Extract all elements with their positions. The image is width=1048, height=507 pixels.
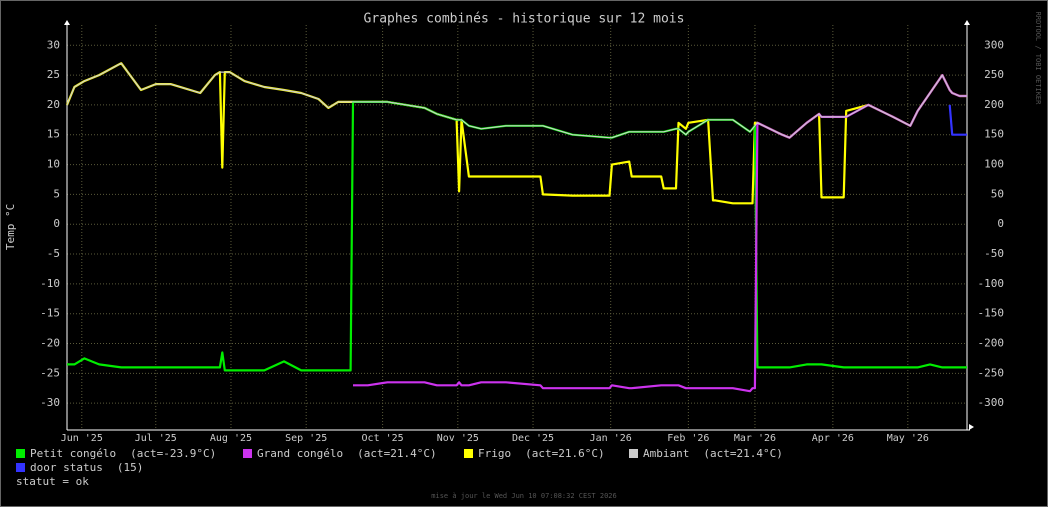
- legend-label: Petit congélo: [30, 447, 116, 460]
- y-tick-label: 30: [47, 38, 60, 51]
- series-line: [948, 104, 967, 136]
- status: statut = ok: [16, 475, 89, 488]
- y2-tick-label: 50: [991, 187, 1004, 200]
- x-tick-label: Jan '26: [590, 433, 632, 444]
- side-label: RRDTOOL / TOBI OETIKER: [1034, 12, 1042, 106]
- legend-label: door status: [30, 461, 103, 474]
- y2-tick-label: -200: [978, 337, 1005, 350]
- y-tick-label: 20: [47, 98, 60, 111]
- y-tick-label: -15: [40, 307, 60, 320]
- footer: mise à jour le Wed Jun 10 07:08:32 CEST …: [431, 492, 616, 500]
- series-line: [65, 62, 967, 205]
- x-tick-label: Sep '25: [285, 433, 327, 444]
- legend-label: Ambiant: [643, 447, 689, 460]
- y-tick-label: 0: [53, 217, 60, 230]
- axis-arrow: [969, 424, 974, 430]
- x-tick-label: Dec '25: [512, 433, 554, 444]
- legend-note: (act=21.6°C): [525, 447, 604, 460]
- legend-note: (act=21.4°C): [357, 447, 436, 460]
- chart-title: Graphes combinés - historique sur 12 moi…: [364, 12, 685, 27]
- y-tick-label: -30: [40, 396, 60, 409]
- y2-tick-label: -300: [978, 396, 1005, 409]
- x-tick-label: Apr '26: [812, 433, 854, 444]
- legend-swatch: [16, 449, 25, 458]
- series-line: [66, 62, 967, 139]
- y-tick-label: -25: [40, 366, 60, 379]
- legend-note: (act=-23.9°C): [130, 447, 216, 460]
- x-tick-label: Feb '26: [667, 433, 709, 444]
- axis-arrow: [64, 20, 70, 25]
- y2-tick-label: 0: [997, 217, 1004, 230]
- y2-tick-label: 300: [984, 38, 1004, 51]
- legend-swatch: [464, 449, 473, 458]
- y2-tick-label: 150: [984, 128, 1004, 141]
- legend-swatch: [243, 449, 252, 458]
- x-tick-label: Nov '25: [437, 433, 479, 444]
- legend-note: (act=21.4°C): [703, 447, 782, 460]
- y-axis-label: Temp °C: [4, 204, 17, 250]
- x-tick-label: Oct '25: [362, 433, 404, 444]
- y2-tick-label: -50: [984, 247, 1004, 260]
- axis-arrow: [964, 20, 970, 25]
- legend-swatch: [16, 463, 25, 472]
- y-tick-label: 15: [47, 128, 60, 141]
- y-tick-label: -5: [47, 247, 60, 260]
- y-tick-label: 10: [47, 158, 60, 171]
- legend-swatch: [629, 449, 638, 458]
- y-tick-label: -10: [40, 277, 60, 290]
- y-tick-label: 25: [47, 68, 60, 81]
- legend-label: Grand congélo: [257, 447, 343, 460]
- legend-note: (15): [117, 461, 144, 474]
- y2-tick-label: 200: [984, 98, 1004, 111]
- x-tick-label: May '26: [887, 433, 929, 444]
- y2-tick-label: 100: [984, 158, 1004, 171]
- x-tick-label: Jun '25: [61, 433, 103, 444]
- x-tick-label: Aug '25: [210, 433, 252, 444]
- y2-tick-label: -100: [978, 277, 1005, 290]
- y-tick-label: 5: [53, 187, 60, 200]
- legend-label: Frigo: [478, 447, 511, 460]
- x-tick-label: Mar '26: [734, 433, 776, 444]
- y2-tick-label: -250: [978, 366, 1005, 379]
- x-tick-label: Jul '25: [135, 433, 177, 444]
- y-tick-label: -20: [40, 337, 60, 350]
- y2-tick-label: -150: [978, 307, 1005, 320]
- y2-tick-label: 250: [984, 68, 1004, 81]
